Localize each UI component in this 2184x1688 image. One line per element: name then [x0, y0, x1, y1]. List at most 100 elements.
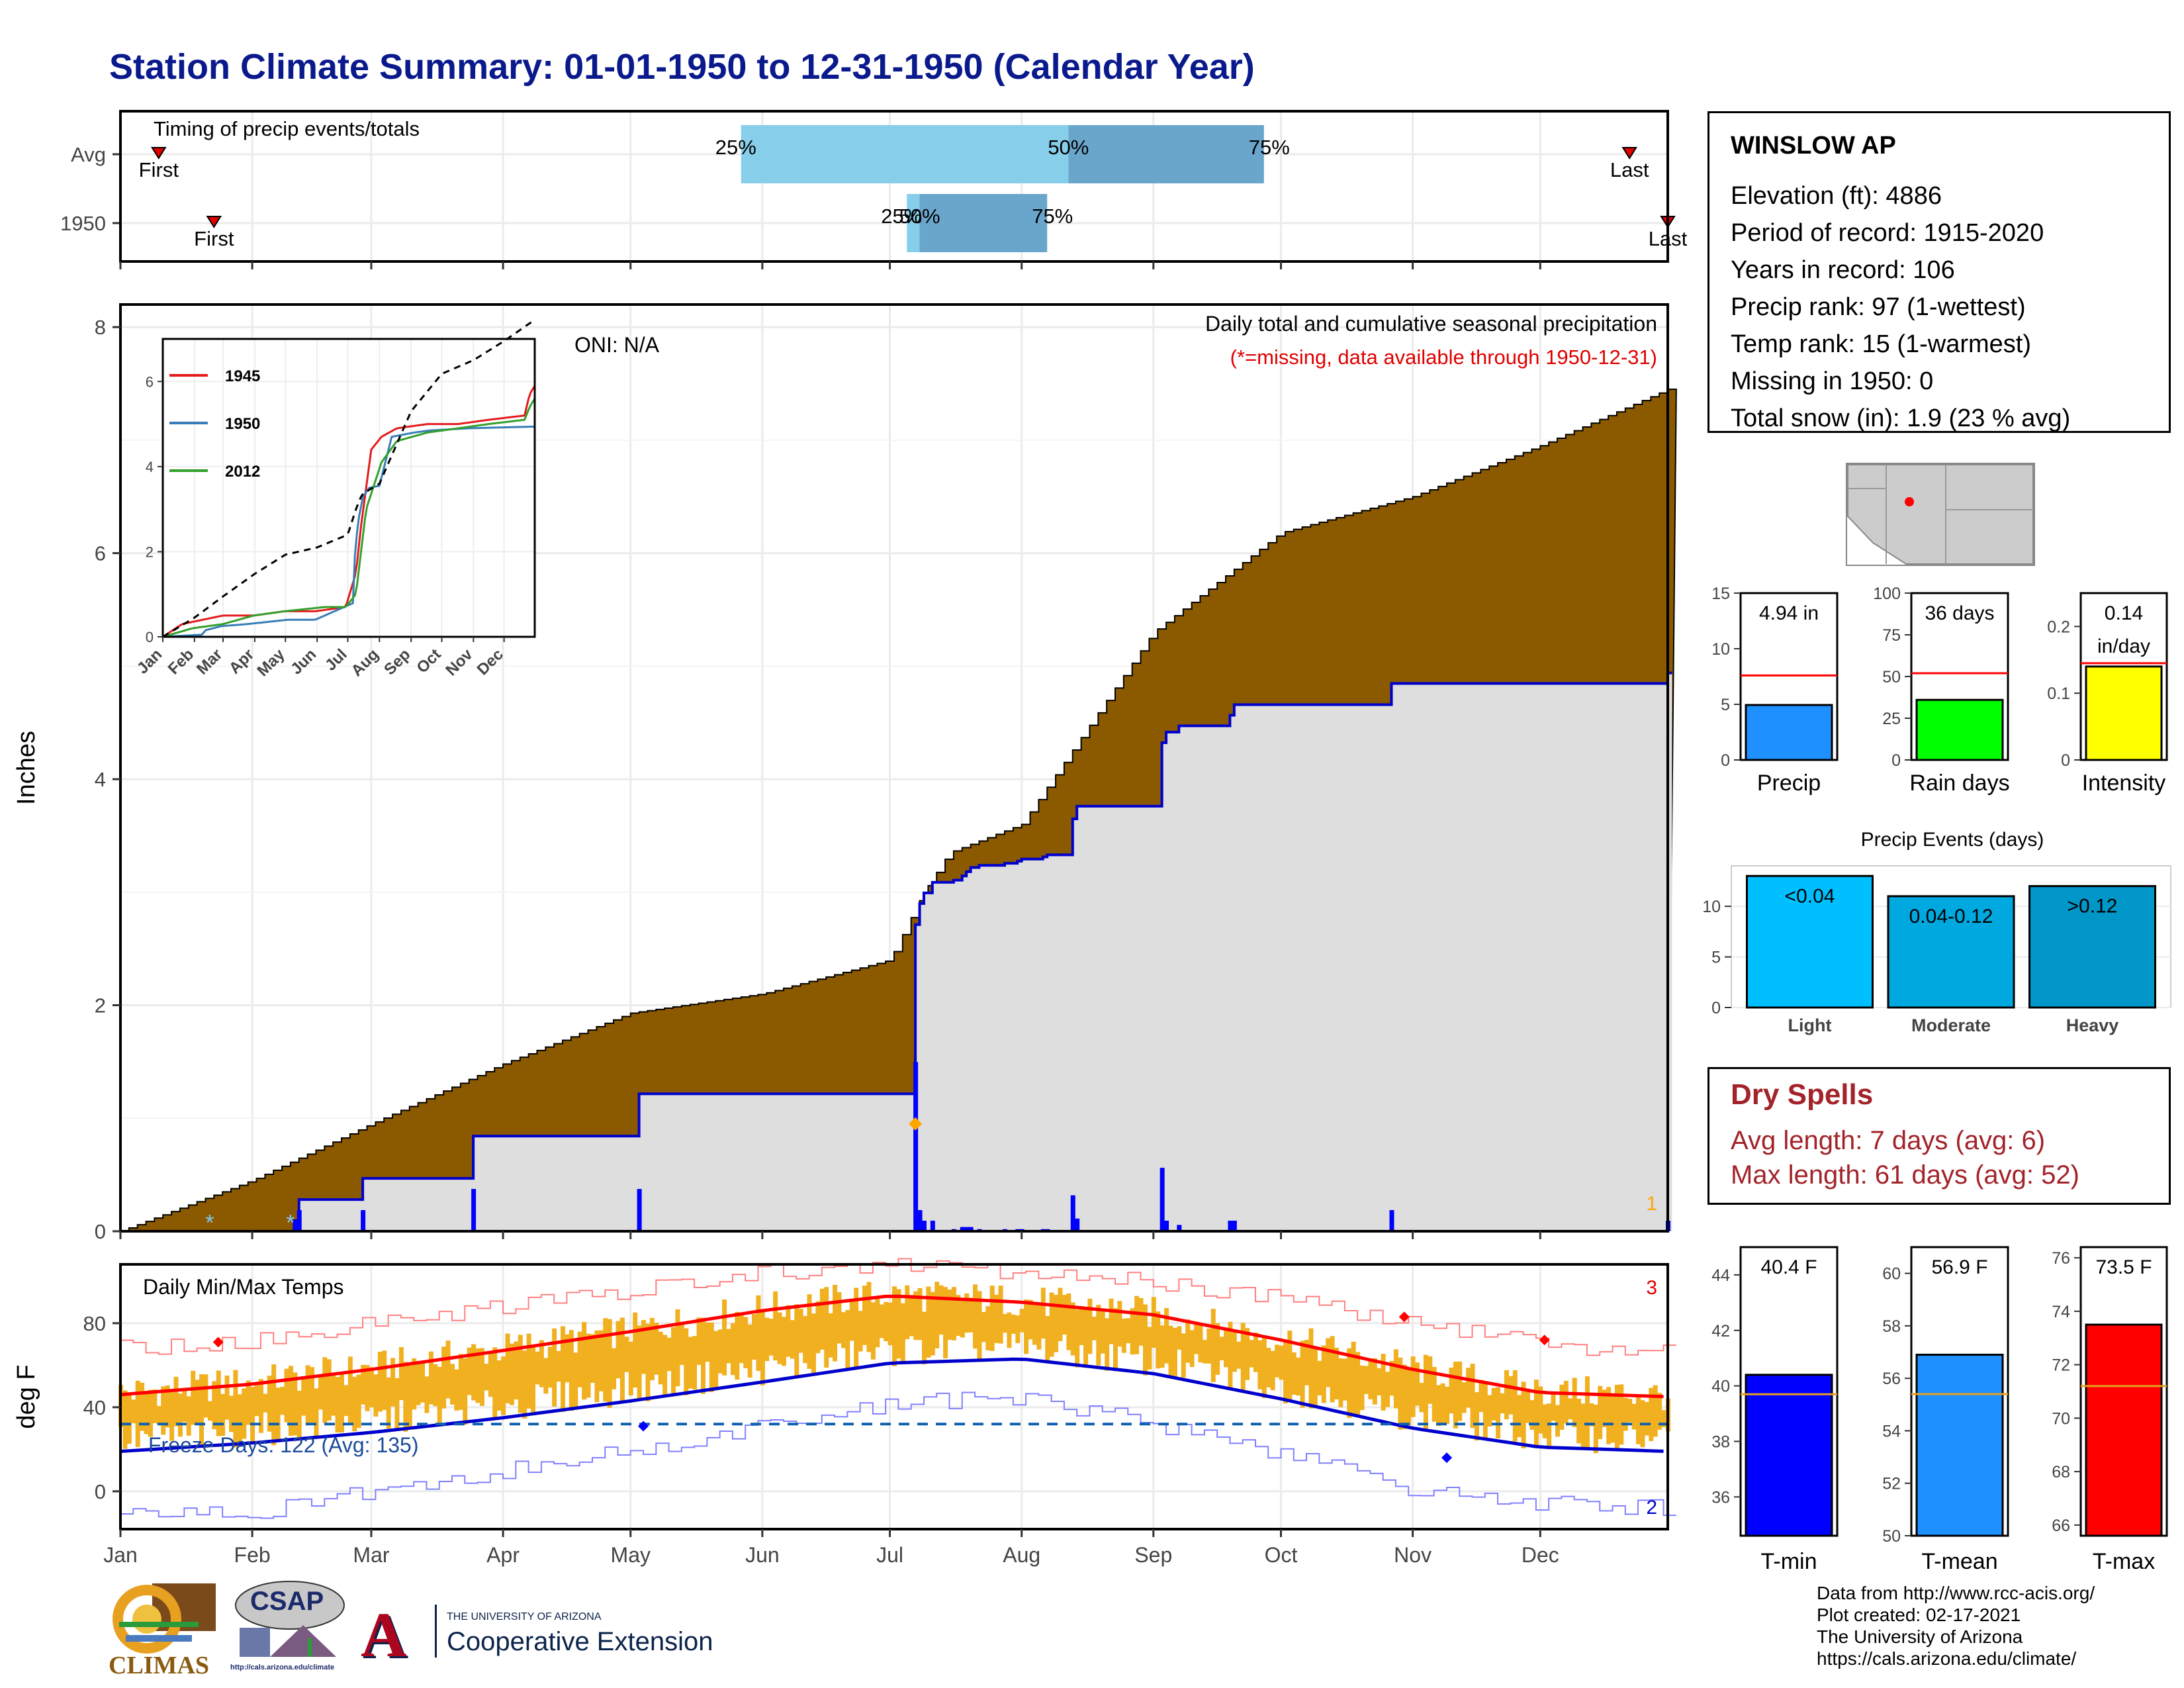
temp-daily-bar	[569, 1330, 574, 1411]
temp-daily-bar	[837, 1292, 842, 1344]
temp-daily-bar	[1649, 1387, 1654, 1441]
temp-daily-bar	[598, 1330, 604, 1391]
inset-y-tick-label: 2	[146, 543, 154, 560]
precip-events-category-label: Light	[1788, 1015, 1832, 1035]
temp-daily-bar	[790, 1320, 795, 1359]
dry-spells-title: Dry Spells	[1731, 1078, 1874, 1111]
temp-daily-bar	[1300, 1340, 1305, 1408]
credit-line: The University of Arizona	[1817, 1626, 2023, 1647]
summary-temp-tmax-bar	[2085, 1323, 2163, 1537]
temp-daily-bar	[347, 1356, 353, 1425]
temp-daily-bar	[1283, 1340, 1288, 1404]
month-tick-label: Jan	[103, 1543, 138, 1567]
temp-daily-bar	[258, 1379, 263, 1433]
temp-daily-bar	[212, 1381, 217, 1430]
temp-daily-bar	[1177, 1326, 1182, 1350]
temp-daily-bar	[951, 1287, 956, 1340]
temp-daily-bar	[484, 1364, 489, 1391]
temp-daily-bar	[743, 1317, 749, 1368]
temp-daily-bar	[1312, 1347, 1318, 1407]
temp-daily-bar	[1466, 1368, 1471, 1408]
temp-daily-bar	[229, 1395, 234, 1432]
temp-daily-bar	[377, 1351, 383, 1412]
timing-first-label: First	[194, 227, 234, 250]
temp-daily-bar	[1457, 1361, 1463, 1421]
temp-daily-bar	[1636, 1395, 1641, 1444]
precip-events-y-tick-label: 10	[1702, 898, 1721, 916]
summary-raindays-y-tick-label: 75	[1882, 626, 1901, 645]
precip-daily-bar	[964, 1227, 970, 1231]
temp-daily-bar	[310, 1367, 315, 1426]
temp-daily-bar	[1644, 1401, 1649, 1436]
temp-daily-bar	[590, 1334, 595, 1383]
summary-intensity-value-label: 0.14	[2105, 602, 2143, 624]
station-period: Period of record: 1915-2020	[1731, 219, 2044, 247]
dry-spells-avg: Avg length: 7 days (avg: 6)	[1731, 1126, 2046, 1155]
temp-daily-bar	[1036, 1305, 1042, 1350]
temp-daily-bar	[1440, 1383, 1445, 1424]
temp-daily-bar	[994, 1294, 999, 1343]
temp-daily-bar	[1504, 1370, 1509, 1420]
precip-y-tick-label: 2	[95, 994, 106, 1017]
csap-logo-text: CSAP	[250, 1587, 324, 1616]
timing-panel-border	[119, 110, 1669, 263]
timing-p75-label: 75%	[1032, 205, 1073, 228]
temp-daily-bar	[1232, 1332, 1237, 1372]
inset-legend-label: 2012	[225, 463, 260, 481]
temp-daily-bar	[561, 1326, 565, 1412]
temp-daily-bar	[1210, 1309, 1216, 1382]
temp-daily-bar	[263, 1393, 268, 1413]
temp-daily-bar	[1351, 1341, 1356, 1414]
summary-precip-value-label: 4.94 in	[1759, 602, 1819, 624]
temp-daily-bar	[841, 1312, 846, 1348]
station-years: Years in record: 106	[1731, 256, 1955, 284]
temp-daily-bar	[909, 1295, 914, 1336]
temp-daily-bar	[900, 1303, 905, 1364]
temp-daily-bar	[1479, 1380, 1484, 1413]
precip-daily-bar	[960, 1227, 965, 1231]
temp-daily-bar	[505, 1333, 510, 1403]
temp-daily-bar	[394, 1378, 400, 1429]
temp-daily-bar	[594, 1330, 600, 1403]
temp-daily-bar	[445, 1340, 451, 1399]
temp-freeze-days-label: Freeze Days: 122 (Avg: 135)	[148, 1433, 419, 1457]
temp-daily-bar	[186, 1396, 191, 1436]
temp-daily-bar	[1563, 1380, 1569, 1424]
precip-oni-label: ONI: N/A	[574, 333, 660, 357]
timing-title: Timing of precip events/totals	[154, 117, 420, 140]
temp-daily-bar	[1202, 1340, 1207, 1364]
temp-daily-bar	[433, 1364, 438, 1407]
temp-daily-bar	[403, 1362, 408, 1432]
timing-last-marker	[1621, 147, 1637, 160]
temp-daily-bar	[713, 1331, 719, 1387]
summary-precip-y-tick-label: 0	[1721, 751, 1730, 770]
temp-daily-bar	[1551, 1392, 1556, 1421]
temp-daily-bar	[271, 1364, 277, 1446]
temp-daily-bar	[1330, 1336, 1335, 1403]
temp-daily-bar	[998, 1286, 1003, 1344]
temp-daily-bar	[705, 1322, 710, 1362]
inset-legend-label: 1950	[225, 415, 260, 433]
month-tick-label: Dec	[1522, 1543, 1559, 1567]
temp-daily-bar	[582, 1322, 587, 1400]
precip-daily-bar	[361, 1210, 366, 1231]
precip-events-category-label: Moderate	[1911, 1015, 1991, 1035]
summary-temp-tmax-y-tick-label: 66	[2052, 1517, 2070, 1535]
temp-daily-bar	[752, 1314, 757, 1360]
summary-intensity-bar	[2085, 665, 2163, 761]
temp-daily-bar	[1279, 1345, 1284, 1380]
temp-daily-bar	[679, 1325, 684, 1366]
precip-panel-border	[119, 303, 1669, 1233]
temp-corner-label-top: 3	[1646, 1277, 1657, 1299]
temp-daily-bar	[586, 1333, 591, 1398]
credit-line: Data from http://www.rcc-acis.org/	[1817, 1583, 2095, 1603]
month-tick-label: Aug	[1003, 1543, 1040, 1567]
temp-daily-bar	[479, 1348, 484, 1406]
temp-daily-bar	[1423, 1354, 1428, 1432]
temp-daily-bar	[1512, 1370, 1518, 1442]
temp-daily-bar	[1487, 1395, 1492, 1427]
temp-daily-bar	[458, 1354, 463, 1410]
temp-daily-bar	[1474, 1392, 1479, 1441]
temp-daily-bar	[892, 1286, 897, 1366]
summary-temp-tmean-y-tick-label: 56	[1882, 1370, 1901, 1388]
